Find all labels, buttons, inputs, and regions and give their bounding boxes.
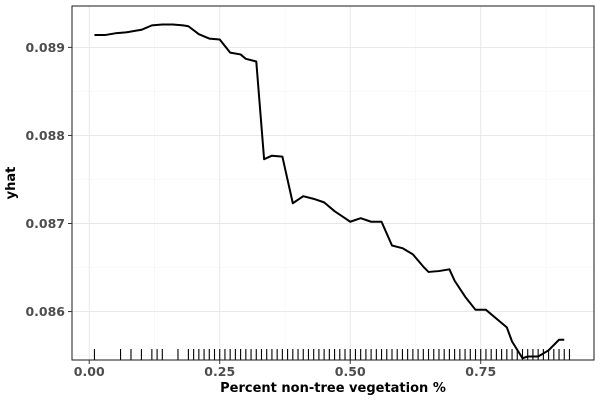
x-axis: 0.00 0.25 0.50 0.75 — [74, 360, 496, 379]
grid-lines — [72, 6, 594, 360]
y-axis-title: yhat — [4, 167, 19, 200]
plot-series — [94, 23, 565, 360]
y-tick-label: 0.086 — [25, 304, 65, 319]
partial-dependence-line — [94, 23, 565, 360]
rug-ticks — [93, 349, 571, 360]
y-tick-label: 0.088 — [25, 128, 65, 143]
plot-panel-border — [71, 5, 595, 361]
y-tick-label: 0.087 — [25, 216, 65, 231]
x-tick-label: 0.50 — [335, 364, 366, 379]
y-tick-label: 0.089 — [25, 40, 65, 55]
x-tick-label: 0.00 — [74, 364, 105, 379]
x-tick-label: 0.25 — [204, 364, 235, 379]
x-axis-title: Percent non-tree vegetation % — [220, 381, 446, 396]
x-tick-label: 0.75 — [465, 364, 496, 379]
y-axis: 0.086 0.087 0.088 0.089 — [25, 40, 72, 319]
